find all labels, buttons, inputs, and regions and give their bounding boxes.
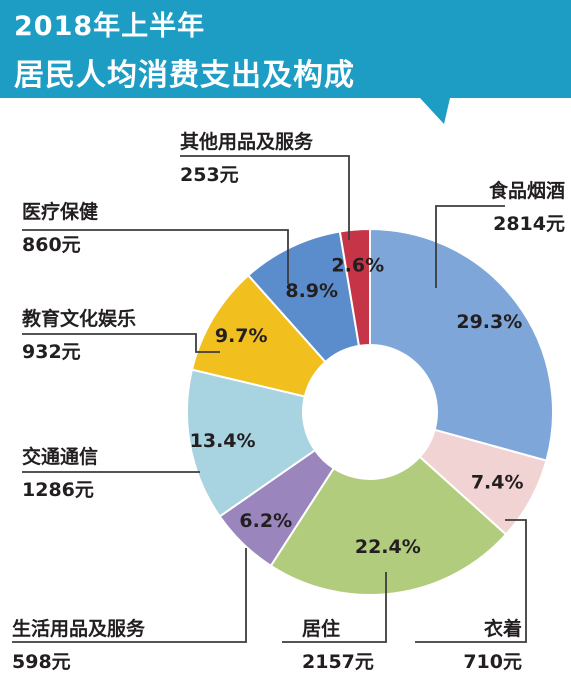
value-label-1: 710元 bbox=[463, 651, 522, 673]
percent-label-7: 2.6% bbox=[331, 255, 384, 277]
chart-title-line1: 2018年上半年 bbox=[14, 11, 206, 42]
category-label-1: 衣着 bbox=[484, 617, 522, 640]
percent-label-1: 7.4% bbox=[471, 472, 524, 494]
leader-line-5 bbox=[22, 333, 220, 353]
leader-line-0 bbox=[435, 205, 505, 288]
percent-label-3: 6.2% bbox=[239, 510, 292, 532]
value-label-6: 860元 bbox=[22, 234, 81, 256]
percent-label-5: 9.7% bbox=[215, 325, 268, 347]
category-label-7: 其他用品及服务 bbox=[180, 130, 314, 153]
value-label-5: 932元 bbox=[22, 341, 81, 363]
leader-line-3 bbox=[12, 548, 247, 643]
slice-2 bbox=[269, 455, 508, 596]
chart-title-line2: 居民人均消费支出及构成 bbox=[14, 58, 355, 93]
percent-label-6: 8.9% bbox=[285, 280, 338, 302]
slice-0 bbox=[369, 227, 554, 462]
leader-line-7 bbox=[180, 155, 350, 240]
slice-4 bbox=[186, 368, 317, 518]
title-banner: 2018年上半年 居民人均消费支出及构成 bbox=[0, 0, 571, 124]
leader-line-2 bbox=[282, 572, 387, 643]
percent-label-4: 13.4% bbox=[190, 430, 256, 452]
category-label-3: 生活用品及服务 bbox=[12, 617, 146, 640]
leader-line-1 bbox=[415, 519, 527, 643]
value-label-2: 2157元 bbox=[302, 651, 374, 673]
value-label-7: 253元 bbox=[180, 164, 239, 186]
title-banner-shape bbox=[0, 0, 571, 124]
category-label-6: 医疗保健 bbox=[22, 200, 98, 223]
value-label-0: 2814元 bbox=[493, 213, 565, 235]
category-label-0: 食品烟酒 bbox=[489, 179, 565, 202]
percent-label-2: 22.4% bbox=[355, 536, 421, 558]
leader-line-6 bbox=[22, 229, 289, 284]
percent-label-0: 29.3% bbox=[456, 311, 522, 333]
value-label-3: 598元 bbox=[12, 651, 71, 673]
category-label-2: 居住 bbox=[302, 617, 340, 640]
category-label-5: 教育文化娱乐 bbox=[22, 307, 136, 330]
value-label-4: 1286元 bbox=[22, 479, 94, 501]
category-label-4: 交通通信 bbox=[22, 445, 98, 468]
